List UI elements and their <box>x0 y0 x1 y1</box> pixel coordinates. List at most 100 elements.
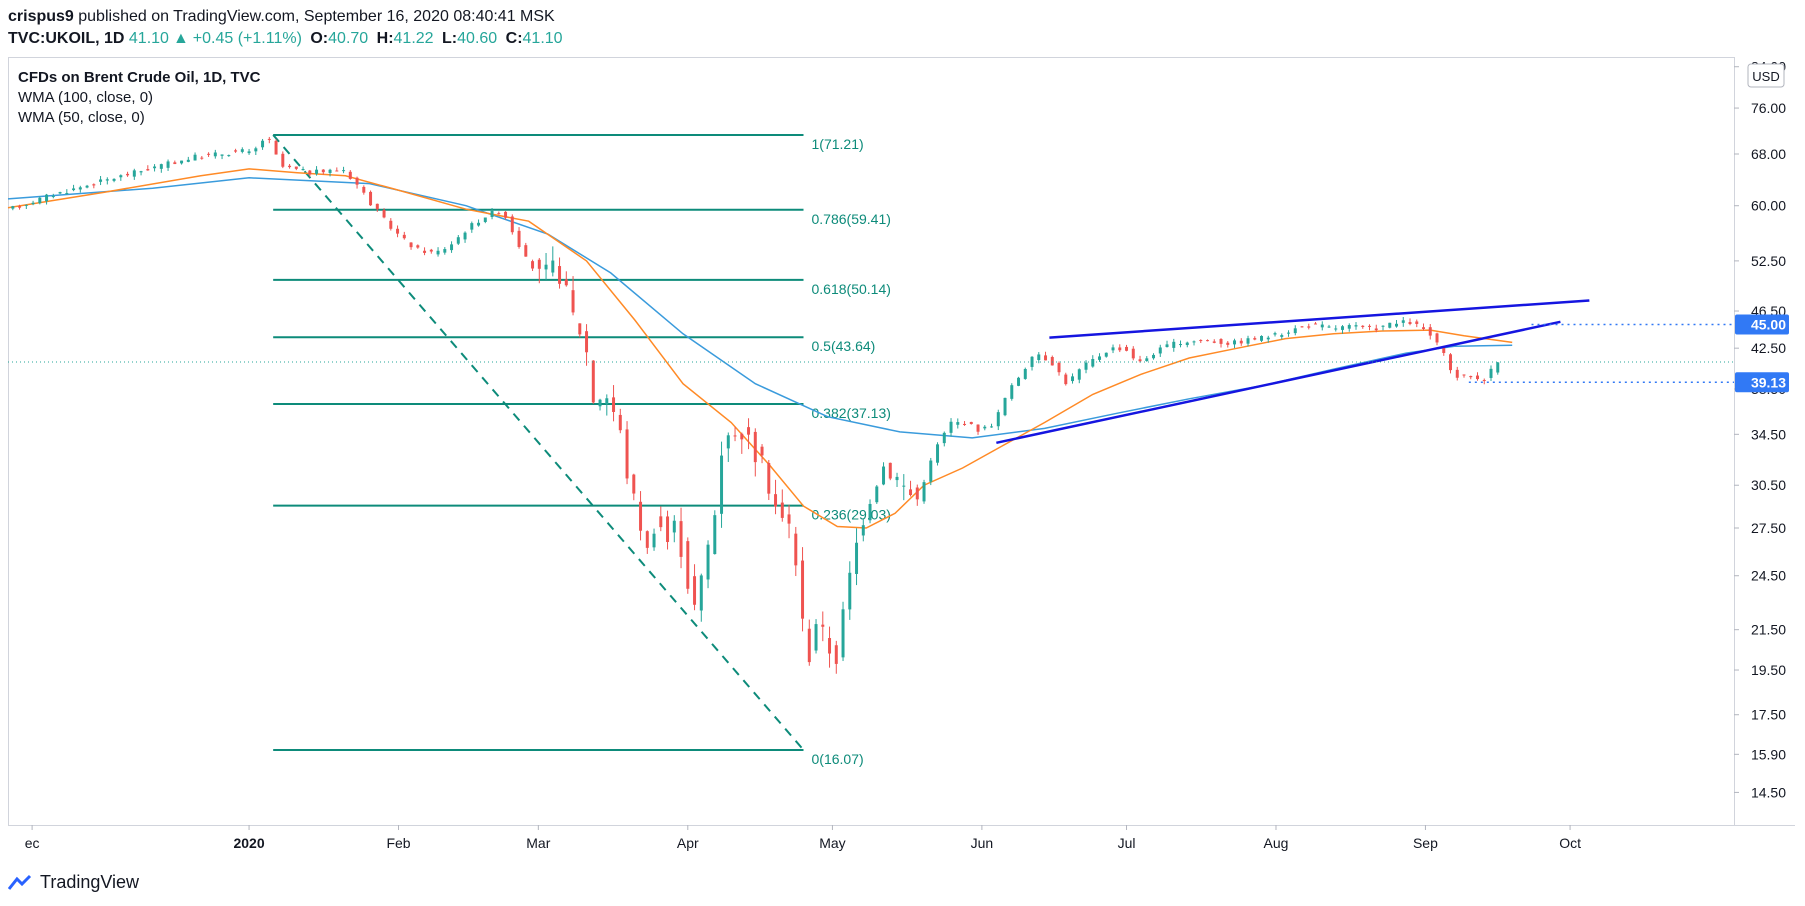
price-tick-label: 42.50 <box>1751 340 1786 356</box>
candle-body <box>18 206 22 208</box>
candle-body <box>1239 340 1243 344</box>
wma50-path <box>7 168 1513 529</box>
candle-body <box>1071 376 1075 382</box>
candle-body <box>821 624 825 627</box>
candle-body <box>1233 340 1237 345</box>
candle-body <box>1455 369 1459 378</box>
candle-body <box>531 261 535 269</box>
candle-body <box>1111 347 1115 351</box>
open-value: 40.70 <box>328 30 369 47</box>
wma100-line <box>7 177 1513 439</box>
fib-level-label: 0.618(50.14) <box>812 281 891 297</box>
candle-body <box>1307 326 1311 328</box>
tradingview-brand[interactable]: TradingView <box>40 872 140 892</box>
fib-level-label: 0.786(59.41) <box>812 211 891 227</box>
author-name[interactable]: crispus9 <box>8 8 74 25</box>
candle-body <box>801 560 805 619</box>
fib-level-label: 0.236(29.03) <box>812 507 891 523</box>
candle-body <box>909 489 913 496</box>
price-axis[interactable]: 84.0076.0068.0060.0052.5046.5042.5038.50… <box>1734 59 1789 801</box>
candle-body <box>875 486 879 503</box>
candle-body <box>1219 339 1223 344</box>
candle-body <box>807 628 811 663</box>
candle-body <box>483 217 487 222</box>
candle-body <box>726 435 730 449</box>
candle-body <box>537 259 541 269</box>
symbol-label: TVC:UKOIL, 1D <box>8 30 125 47</box>
candle-body <box>1489 368 1493 378</box>
candle-body <box>1050 357 1054 366</box>
candle-body <box>193 154 197 161</box>
wedge-trendlines[interactable] <box>996 299 1590 445</box>
candle-body <box>1199 340 1203 342</box>
candle-body <box>1280 335 1284 337</box>
candle-body <box>612 397 616 412</box>
candle-body <box>490 211 494 217</box>
candle-body <box>477 222 481 226</box>
candle-body <box>774 494 778 507</box>
price-tick-label: 34.50 <box>1751 426 1786 442</box>
candle-body <box>409 242 413 248</box>
last-price: 41.10 <box>128 30 169 47</box>
candle-body <box>1138 359 1142 362</box>
time-tick-label: May <box>819 835 845 851</box>
candle-body <box>639 501 643 531</box>
wma50-line <box>7 168 1513 529</box>
candle-body <box>220 154 224 156</box>
candle-body <box>342 170 346 172</box>
candle-body <box>1334 328 1338 330</box>
currency-button[interactable]: USD <box>1747 63 1785 88</box>
candle-body <box>834 645 838 664</box>
candle-body <box>281 153 285 167</box>
candle-body <box>207 153 211 155</box>
time-tick-label: Aug <box>1264 835 1289 851</box>
candle-body <box>1428 327 1432 336</box>
candle-body <box>598 399 602 407</box>
candle-body <box>1381 325 1385 327</box>
candle-body <box>1287 332 1291 334</box>
price-change: +0.45 (+1.11%) <box>192 30 302 47</box>
candle-body <box>517 230 521 247</box>
candle-body <box>429 249 433 252</box>
candle-body <box>888 462 892 479</box>
price-tick-label: 27.50 <box>1751 520 1786 536</box>
fib-retracement[interactable]: 1(71.21) 0.786(59.41) 0.618(50.14) 0.5(43.6… <box>272 133 891 767</box>
candle-body <box>1422 327 1426 329</box>
legend-wma50: WMA (50, close, 0) <box>18 109 145 126</box>
candle-body <box>254 148 258 152</box>
candle-body <box>706 544 710 580</box>
candle-body <box>1185 342 1189 346</box>
candle-body <box>416 245 420 248</box>
candle-body <box>1374 328 1378 331</box>
candle-body <box>24 204 28 206</box>
time-tick-label: Jun <box>971 835 994 851</box>
candle-body <box>200 157 204 159</box>
candle-body <box>1212 341 1216 343</box>
candle-body <box>1253 338 1257 340</box>
candle-body <box>861 525 865 536</box>
open-label: O: <box>310 30 329 47</box>
candle-body <box>1449 354 1453 371</box>
high-value: 41.22 <box>393 30 434 47</box>
candle-body <box>713 515 717 555</box>
candle-body <box>733 435 737 437</box>
candle-body <box>605 398 609 404</box>
legend-wma100: WMA (100, close, 0) <box>18 89 153 106</box>
high-label: H: <box>376 30 394 47</box>
candle-body <box>996 412 1000 427</box>
candle-body <box>58 192 62 194</box>
candle-body <box>1476 375 1480 380</box>
candle-body <box>247 151 251 154</box>
candle-body <box>963 423 967 425</box>
price-tick-label: 60.00 <box>1751 198 1786 214</box>
close-label: C: <box>505 30 523 47</box>
candle-body <box>578 323 582 335</box>
time-axis[interactable]: ec 2020 Feb Mar Apr May Jun Jul Aug Sep Oct <box>25 825 1581 851</box>
candle-body <box>1347 325 1351 329</box>
candle-body <box>355 177 359 185</box>
candle-body <box>423 250 427 253</box>
candle-body <box>497 213 501 215</box>
candle-body <box>456 237 460 244</box>
price-marker-label: 45.00 <box>1751 317 1786 333</box>
